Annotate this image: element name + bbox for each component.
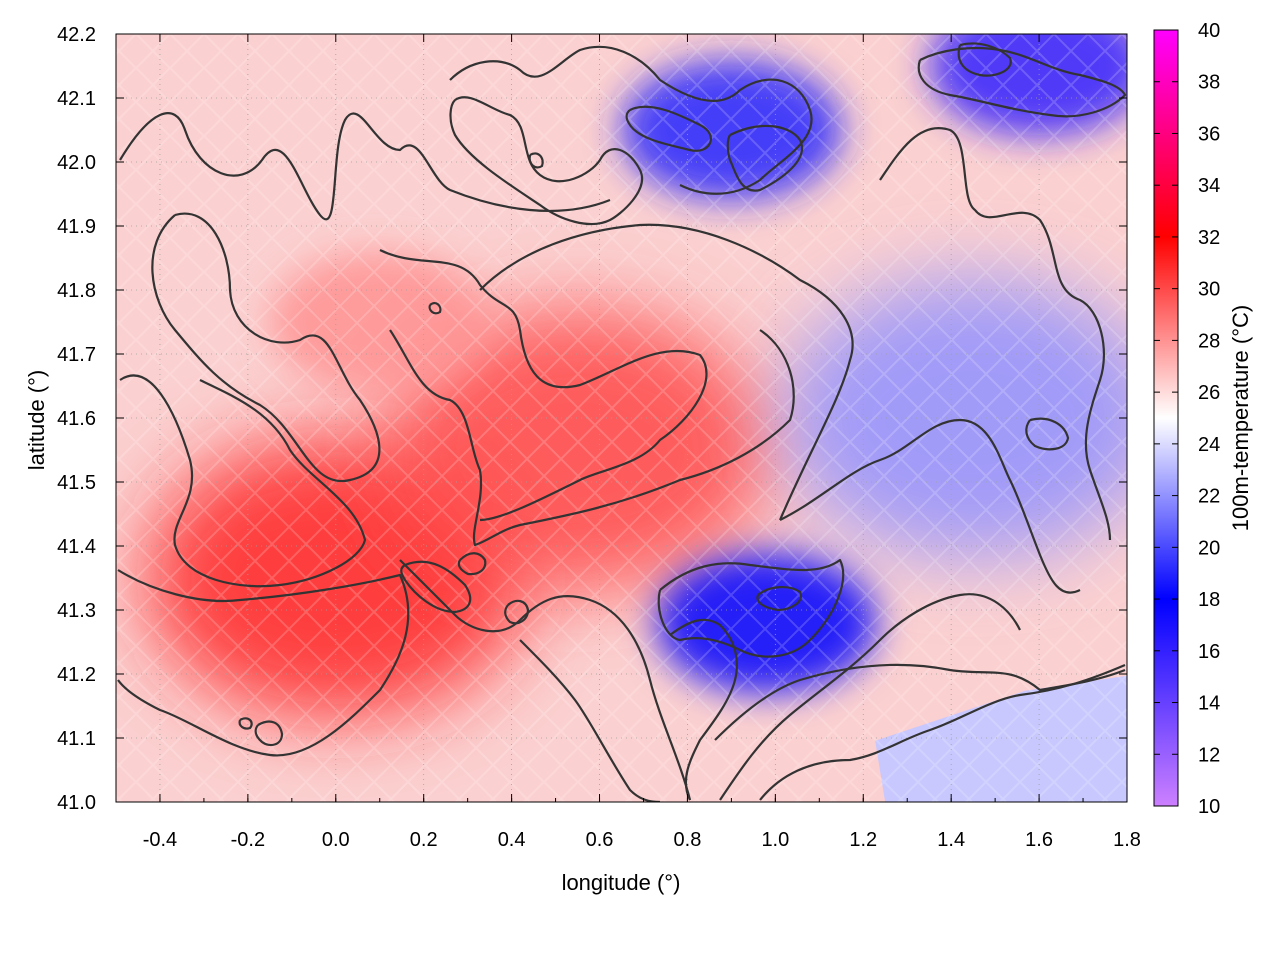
grid-lines xyxy=(116,34,1127,802)
contour-line xyxy=(719,593,1021,801)
x-axis: -0.4 -0.2 0.0 0.2 0.4 0.6 0.8 1.0 1.2 1.4 1.6 1.8 xyxy=(115,34,1141,851)
x-axis-label: longitude (°) xyxy=(562,870,681,895)
colorbar-label: 100m-temperature (°C) xyxy=(1228,305,1253,531)
x-tick-label: 1.4 xyxy=(937,829,965,851)
contour-line xyxy=(389,329,795,547)
contour-line xyxy=(756,586,803,612)
y-tick-label: 41.8 xyxy=(57,280,96,302)
y-tick-label: 41.4 xyxy=(57,536,96,558)
x-tick-label: -0.2 xyxy=(231,829,265,851)
contour-line xyxy=(528,152,544,169)
contour-line xyxy=(449,96,644,225)
colorbar-tick-label: 38 xyxy=(1198,72,1220,94)
heatmap-plot-area xyxy=(116,34,1127,802)
colorbar-tick-label: 14 xyxy=(1198,693,1220,715)
contour-line xyxy=(119,112,611,221)
x-tick-label: 1.6 xyxy=(1025,829,1053,851)
colorbar-tick-label: 30 xyxy=(1198,279,1220,301)
colorbar-tick-label: 32 xyxy=(1198,227,1220,249)
contour-line xyxy=(457,552,487,576)
contour-line xyxy=(504,599,530,625)
y-axis-label: latitude (°) xyxy=(24,370,49,471)
y-axis: 41.0 41.1 41.2 41.3 41.4 41.5 41.6 41.7 41.8 41.9… xyxy=(57,24,1127,814)
contour-line xyxy=(625,105,712,152)
contour-line xyxy=(657,558,845,658)
colorbar-tick-label: 24 xyxy=(1198,434,1220,456)
contour-line xyxy=(759,663,1126,801)
x-tick-label: 0.6 xyxy=(586,829,614,851)
contour-line xyxy=(428,302,442,315)
contour-line xyxy=(519,639,661,802)
colorbar-tick-label: 22 xyxy=(1198,486,1220,508)
y-tick-label: 42.2 xyxy=(57,24,96,46)
colorbar-tick-label: 20 xyxy=(1198,537,1220,559)
y-tick-label: 41.5 xyxy=(57,472,96,494)
y-tick-label: 41.0 xyxy=(57,792,96,814)
contour-line xyxy=(879,127,1112,541)
x-tick-label: 0.4 xyxy=(498,829,526,851)
contour-lines xyxy=(117,42,1127,802)
contour-line xyxy=(379,249,708,522)
x-tick-label: 1.0 xyxy=(761,829,789,851)
contour-line xyxy=(779,418,1081,594)
contour-line xyxy=(151,212,381,483)
colorbar-tick-label: 12 xyxy=(1198,744,1220,766)
contour-line xyxy=(726,124,804,192)
colorbar-tick-label: 36 xyxy=(1198,123,1220,145)
y-tick-label: 42.1 xyxy=(57,88,96,110)
colorbar-tick-label: 28 xyxy=(1198,330,1220,352)
contour-line xyxy=(449,45,813,195)
y-tick-label: 41.7 xyxy=(57,344,96,366)
y-tick-label: 41.1 xyxy=(57,728,96,750)
colorbar: 10 12 14 16 18 20 22 24 26 28 30 32 34 36 38 40 100m-te… xyxy=(1153,20,1253,818)
contour-line xyxy=(117,569,410,757)
y-tick-label: 41.3 xyxy=(57,600,96,622)
contour-line xyxy=(669,618,738,801)
contour-line xyxy=(1025,417,1070,451)
contour-line xyxy=(254,720,284,747)
x-tick-label: 0.0 xyxy=(322,829,350,851)
colorbar-tick-label: 40 xyxy=(1198,20,1220,42)
x-tick-label: -0.4 xyxy=(143,829,177,851)
contour-line xyxy=(400,560,472,614)
colorbar-tick-label: 18 xyxy=(1198,589,1220,611)
y-tick-label: 41.9 xyxy=(57,216,96,238)
contour-line xyxy=(479,223,854,521)
contour-line xyxy=(399,559,692,801)
colorbar-tick-label: 26 xyxy=(1198,382,1220,404)
x-tick-label: 0.2 xyxy=(410,829,438,851)
contour-line xyxy=(957,42,1012,77)
y-tick-label: 41.6 xyxy=(57,408,96,430)
colorbar-tick-label: 16 xyxy=(1198,641,1220,663)
colorbar-ticks: 10 12 14 16 18 20 22 24 26 28 30 32 34 36 38 40 xyxy=(1154,20,1220,818)
contour-line xyxy=(238,717,253,730)
colorbar-tick-label: 10 xyxy=(1198,796,1220,818)
x-tick-label: 0.8 xyxy=(674,829,702,851)
y-tick-label: 41.2 xyxy=(57,664,96,686)
y-tick-label: 42.0 xyxy=(57,152,96,174)
colorbar-scale xyxy=(1153,29,1179,807)
contour-line xyxy=(119,374,367,588)
x-tick-label: 1.8 xyxy=(1113,829,1141,851)
x-tick-label: 1.2 xyxy=(849,829,877,851)
colorbar-tick-label: 34 xyxy=(1198,175,1220,197)
